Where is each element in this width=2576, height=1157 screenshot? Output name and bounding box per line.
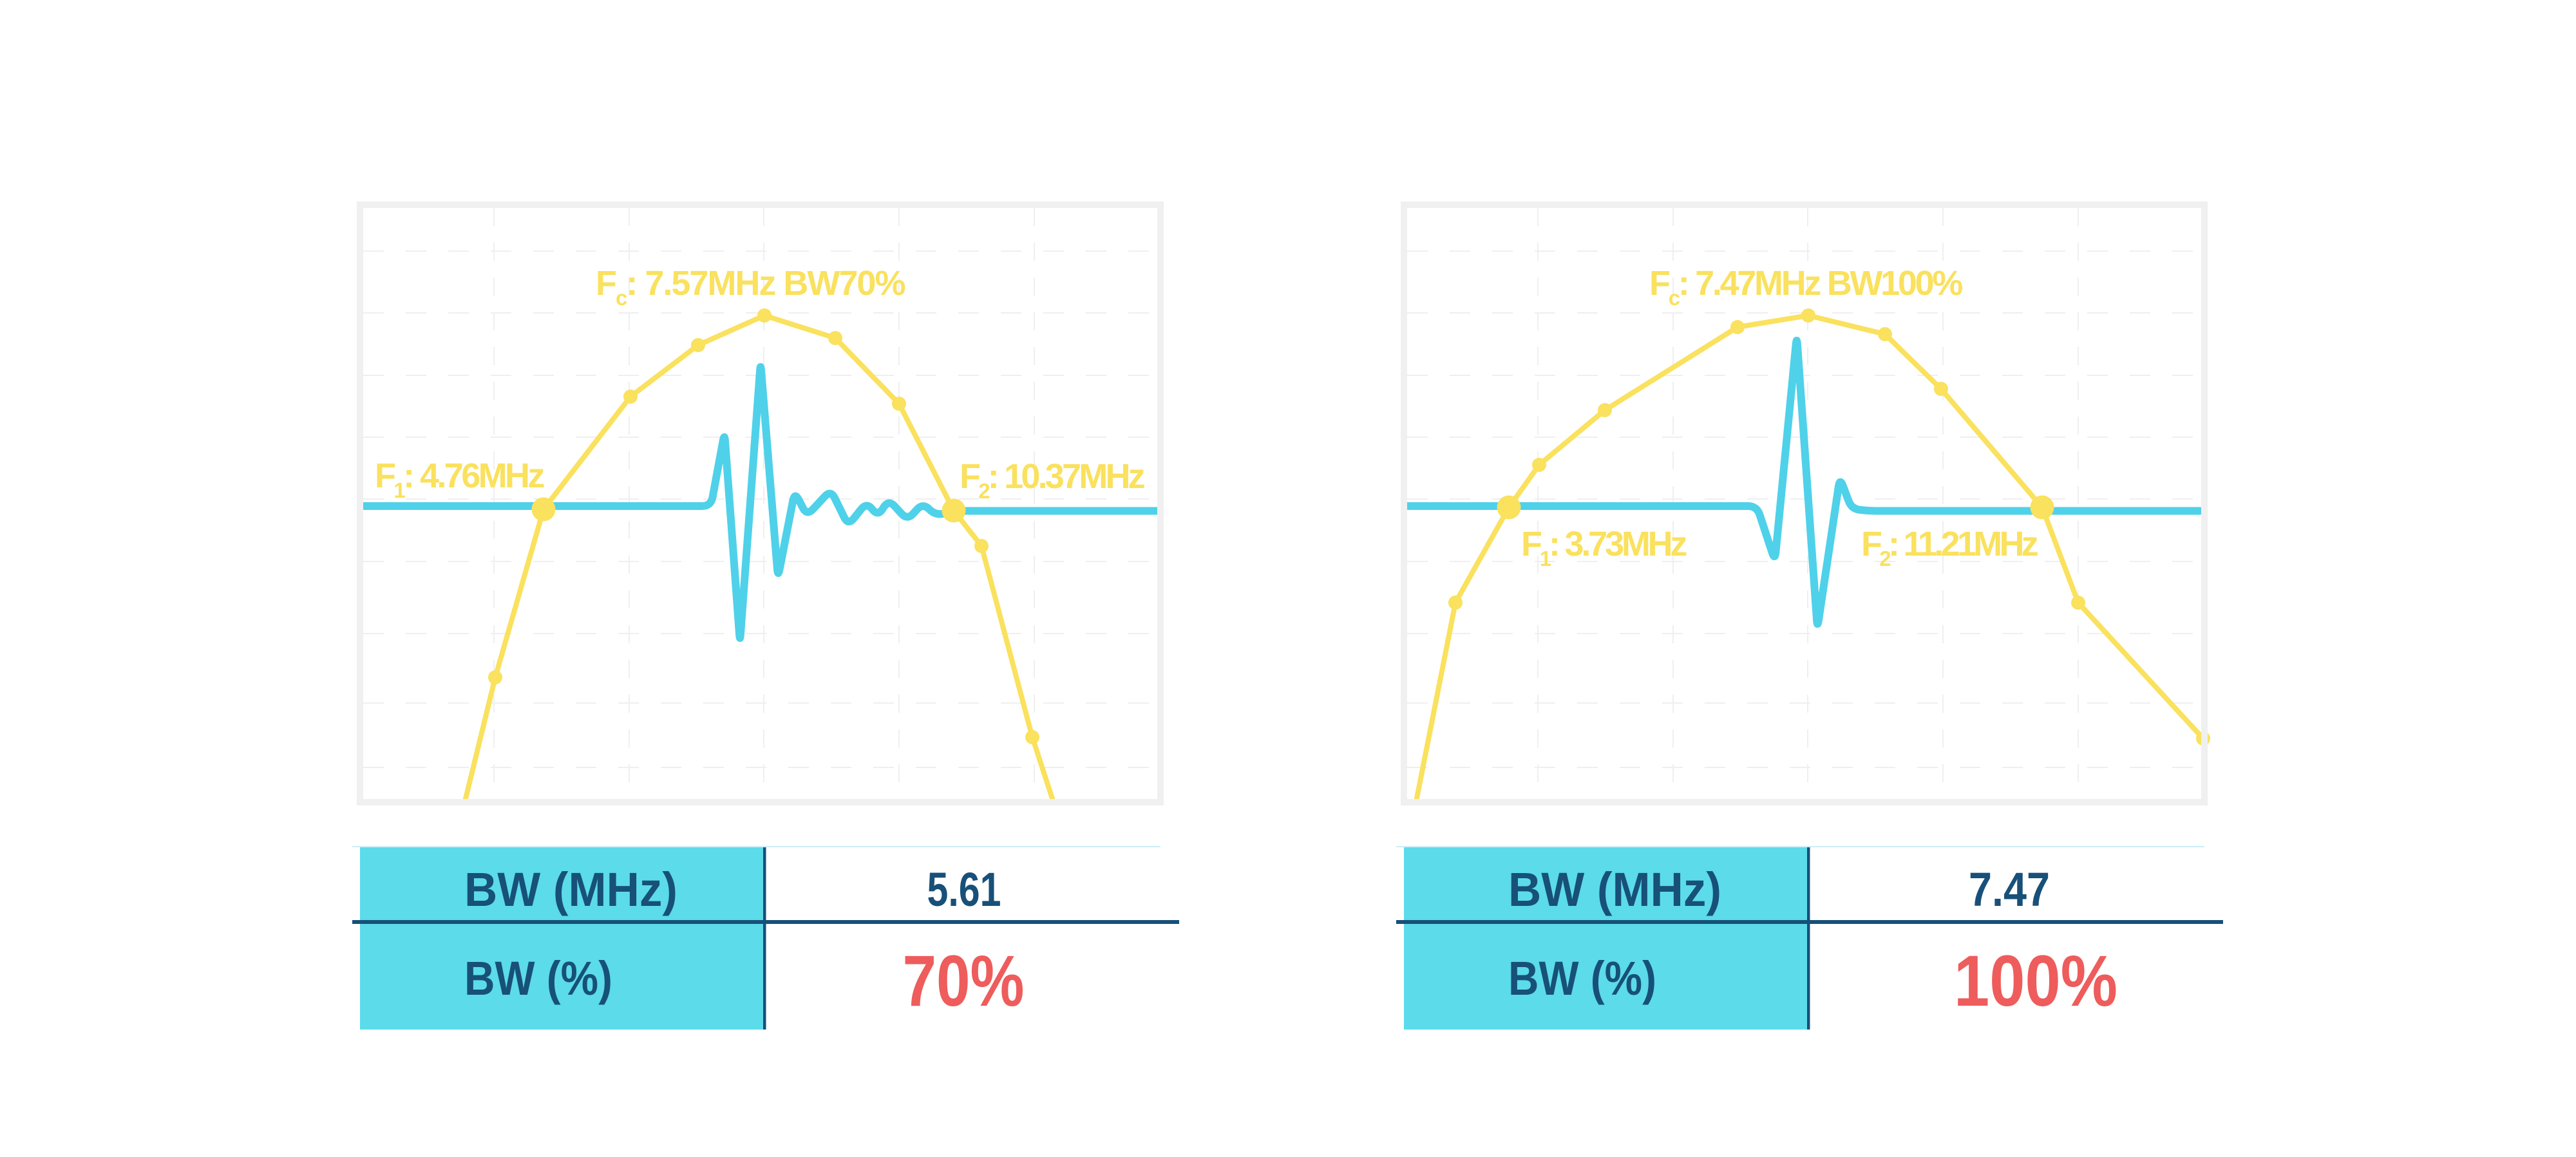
svg-text:F2​: 11.21MHz: F2​: 11.21MHz [1861,525,2038,570]
svg-text:F2​: 10.37MHz: F2​: 10.37MHz [960,457,1145,503]
svg-text:5.61: 5.61 [927,863,1001,916]
svg-text:BW (%): BW (%) [1508,952,1656,1005]
svg-text:100%: 100% [1954,941,2117,1021]
svg-text:Fc​: 7.47MHz BW100%: Fc​: 7.47MHz BW100% [1649,264,1962,310]
svg-text:Fc​: 7.57MHz BW70%: Fc​: 7.57MHz BW70% [596,264,905,310]
svg-text:BW (%): BW (%) [464,952,612,1005]
svg-text:7.47: 7.47 [1969,863,2050,916]
svg-text:F1​: 4.76MHz: F1​: 4.76MHz [375,456,544,502]
svg-text:BW (MHz): BW (MHz) [1508,863,1721,916]
svg-text:BW (MHz): BW (MHz) [464,863,677,916]
svg-text:F1​: 3.73MHz: F1​: 3.73MHz [1521,525,1687,570]
svg-text:70%: 70% [903,941,1025,1021]
